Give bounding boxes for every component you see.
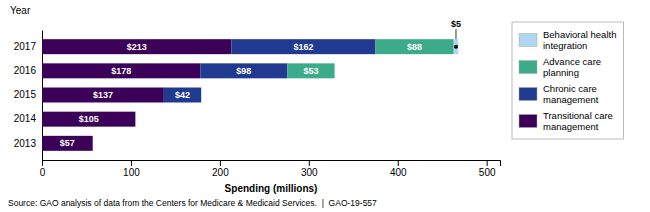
y-tick-label: 2015 xyxy=(14,89,37,100)
callout-dot xyxy=(454,45,458,49)
bar-segment xyxy=(231,39,375,54)
legend-item: Advance careplanning xyxy=(519,56,601,78)
x-tick-label: 200 xyxy=(212,167,229,178)
bar-segment xyxy=(454,39,458,54)
x-tick-mark xyxy=(487,160,488,166)
series xyxy=(42,39,231,151)
bar-segment xyxy=(201,88,202,103)
data-label: $53 xyxy=(304,66,319,76)
legend-frame xyxy=(512,22,623,139)
bar-segment xyxy=(200,63,287,78)
callout-line xyxy=(455,29,456,39)
y-tick-label: 2017 xyxy=(14,41,37,52)
legend-label: Advance careplanning xyxy=(543,56,601,78)
bar-segment xyxy=(42,63,200,78)
data-labels: $213 $178 $137 $105 $57 $162 $98 $42 $88 $53 $5 xyxy=(60,19,461,148)
x-tick: 200 xyxy=(212,160,229,178)
bar-segment xyxy=(135,112,136,127)
bar-segment xyxy=(42,39,231,54)
source-note: Source: GAO analysis of data from the Ce… xyxy=(8,198,377,208)
bar-segment xyxy=(334,63,335,78)
bar-segment xyxy=(92,136,93,151)
series xyxy=(287,39,453,78)
x-tick-mark xyxy=(131,160,132,166)
x-tick-mark xyxy=(398,160,399,166)
data-label: $213 xyxy=(127,42,147,52)
bar-segment xyxy=(201,88,202,103)
bar-segment xyxy=(135,112,136,127)
x-tick-mark xyxy=(309,160,310,166)
x-tick: 100 xyxy=(123,160,140,178)
x-tick-label: 500 xyxy=(479,167,496,178)
legend-item: Chronic caremanagement xyxy=(519,83,599,105)
x-tick: 0 xyxy=(40,160,46,178)
x-tick: 300 xyxy=(301,160,318,178)
plot: 0 100 200 300 400 500 2017 2016 2015 2014 2013 $213… xyxy=(14,19,501,178)
x-axis-line xyxy=(43,161,501,167)
x-axis: 0 100 200 300 400 500 xyxy=(40,160,501,178)
data-label: $137 xyxy=(93,90,113,100)
x-tick: 500 xyxy=(479,160,496,178)
bars xyxy=(42,39,458,151)
y-tick-label: 2016 xyxy=(14,65,37,76)
x-tick-mark xyxy=(220,160,221,166)
legend-item: Transitional caremanagement xyxy=(519,110,613,132)
series xyxy=(454,39,458,54)
y-tick-label: 2014 xyxy=(14,113,37,124)
legend-label: Chronic caremanagement xyxy=(543,83,599,105)
data-label: $98 xyxy=(236,66,251,76)
y-axis-title: Year xyxy=(10,5,31,16)
bar-segment xyxy=(135,112,136,127)
y-axis: 2017 2016 2015 2014 2013 xyxy=(14,31,43,161)
legend-swatch xyxy=(519,88,537,101)
legend-item: Behavioral healthintegration xyxy=(519,29,616,51)
y-tick: 2014 xyxy=(14,113,42,124)
data-label: $88 xyxy=(407,42,422,52)
bar-segment xyxy=(287,63,334,78)
bar-segment xyxy=(42,112,135,127)
legend-label: Transitional caremanagement xyxy=(543,110,613,132)
bar-segment xyxy=(92,136,93,151)
x-tick-label: 300 xyxy=(301,167,318,178)
y-tick: 2016 xyxy=(14,65,42,76)
bar-segment xyxy=(164,88,201,103)
legend-swatch xyxy=(519,115,537,128)
bar-segment xyxy=(42,88,164,103)
data-label: $57 xyxy=(60,138,75,148)
y-tick: 2013 xyxy=(14,138,42,149)
x-tick-label: 100 xyxy=(123,167,140,178)
bar-segment xyxy=(92,136,93,151)
data-label: $5 xyxy=(451,19,461,29)
series xyxy=(164,39,376,102)
y-tick: 2015 xyxy=(14,89,42,100)
chart: 0 100 200 300 400 500 2017 2016 2015 2014 2013 $213… xyxy=(0,0,650,212)
x-tick-label: 0 xyxy=(40,167,46,178)
legend: Behavioral healthintegration Advance care… xyxy=(512,22,623,139)
data-label: $162 xyxy=(293,42,313,52)
y-tick: 2017 xyxy=(14,41,42,52)
data-label: $178 xyxy=(111,66,131,76)
x-tick-label: 400 xyxy=(390,167,407,178)
x-tick-mark xyxy=(42,160,43,166)
bar-segment xyxy=(42,136,93,151)
x-tick: 400 xyxy=(390,160,407,178)
bar-segment xyxy=(375,39,453,54)
x-axis-title: Spending (millions) xyxy=(225,183,318,194)
data-label: $105 xyxy=(79,114,99,124)
legend-label: Behavioral healthintegration xyxy=(543,29,616,51)
legend-swatch xyxy=(519,34,537,47)
legend-swatch xyxy=(519,61,537,74)
data-label: $42 xyxy=(175,90,190,100)
y-tick-label: 2013 xyxy=(14,138,37,149)
